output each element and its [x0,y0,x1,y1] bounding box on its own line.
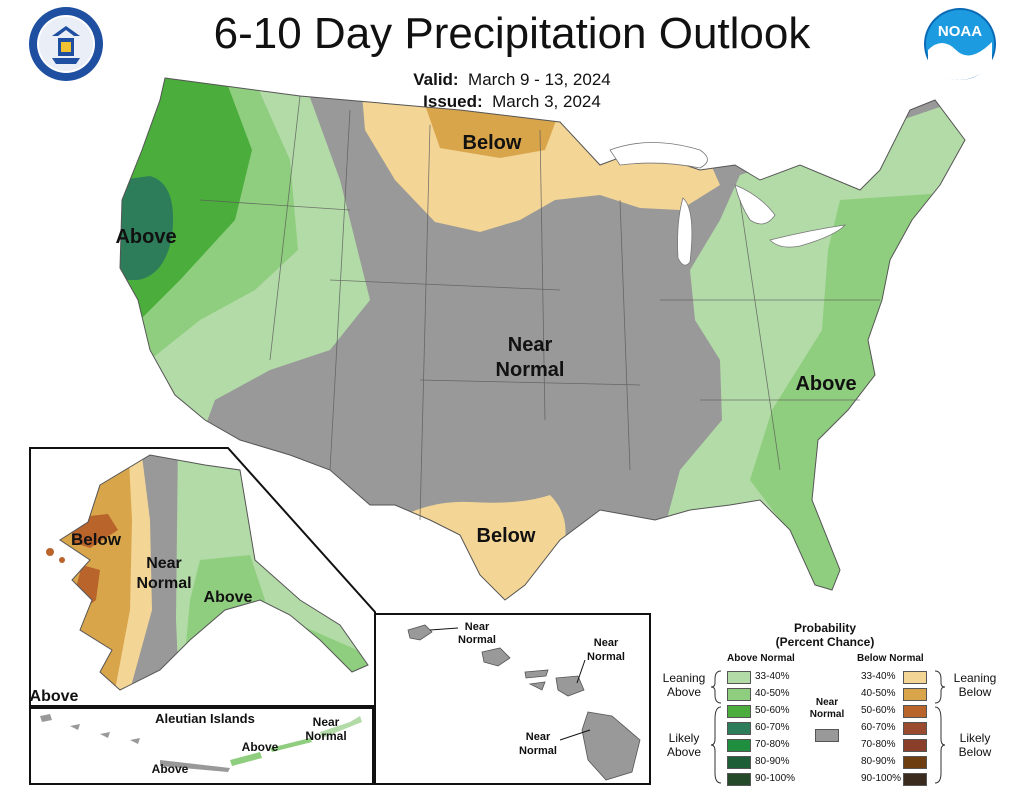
below-range: 40-50% [861,688,896,699]
above-swatch [727,722,751,735]
above-range: 50-60% [755,705,790,716]
commerce-seal-icon [29,7,103,81]
above-range: 80-90% [755,756,790,767]
noaa-logo-icon: NOAA [924,8,996,80]
state-boundaries [199,95,880,521]
label-above-west: Above [115,226,176,248]
legend-likely-above: Likely Above [666,731,702,759]
label-below-north: Below [463,132,522,154]
above-swatch [727,671,751,684]
above-range: 33-40% [755,671,790,682]
legend-leaning-above: Leaning Above [662,671,706,699]
label-near-normal-1: Near [508,334,553,356]
legend-below-header: Below Normal [857,653,924,664]
label-aleutian-near-2: Normal [305,729,346,743]
legend-near-normal: Near Normal [809,697,845,720]
issued-date: Issued: March 3, 2024 [0,92,1024,112]
legend-above-header: Above Normal [727,653,795,664]
legend-braces [710,670,946,784]
below-swatch [903,739,927,752]
below-swatch [903,705,927,718]
valid-dates: Valid: March 9 - 13, 2024 [0,70,1024,90]
aleutian-islands [40,714,362,772]
below-swatch [903,773,927,786]
label-hawaii-s-2: Normal [519,745,557,757]
lake-huron-icon [734,184,776,225]
below-swatch [903,756,927,769]
above-swatch [727,739,751,752]
hawaii-islands [407,624,641,781]
issued-value: March 3, 2024 [492,92,601,111]
label-ak-above: Above [204,589,253,606]
valid-label: Valid: [413,70,459,89]
issued-label: Issued: [423,92,483,111]
above-swatch [727,756,751,769]
label-near-normal-2: Normal [496,359,565,381]
below-swatch [903,671,927,684]
hawaii-leader-lines [429,627,591,741]
label-ak-near-1: Near [146,555,182,572]
alaska-shading [60,455,368,690]
aleutian-inset-frame [29,707,374,785]
label-ak-above-corner: Above [30,688,79,705]
label-hawaii-ne-2: Normal [587,651,625,663]
label-aleutian-above-2: Above [152,762,189,776]
above-swatch [727,688,751,701]
above-swatch [727,705,751,718]
legend-leaning-below: Leaning Below [953,671,997,699]
noaa-logo-text: NOAA [938,23,982,40]
below-range: 33-40% [861,671,896,682]
legend-title-2: (Percent Chance) [775,635,875,649]
below-range: 90-100% [861,773,902,784]
legend-likely-below: Likely Below [958,731,992,759]
label-above-east: Above [795,373,856,395]
valid-value: March 9 - 13, 2024 [468,70,611,89]
below-range: 60-70% [861,722,896,733]
map-title: 6-10 Day Precipitation Outlook [213,9,811,58]
above-range: 40-50% [755,688,790,699]
legend-title-1: Probability [793,621,856,635]
above-swatch [727,773,751,786]
above-range: 70-80% [755,739,790,750]
label-hawaii-ne-1: Near [594,637,619,649]
label-ak-below: Below [71,530,122,549]
label-aleutian-above-1: Above [242,740,279,754]
lake-superior-icon [609,142,708,169]
label-hawaii-s-1: Near [526,731,551,743]
below-range: 80-90% [861,756,896,767]
label-hawaii-nw-1: Near [465,621,490,633]
below-range: 70-80% [861,739,896,750]
label-hawaii-nw-2: Normal [458,634,496,646]
above-range: 90-100% [755,773,796,784]
aleutian-title: Aleutian Islands [155,711,255,726]
label-ak-near-2: Normal [136,575,191,592]
above-range: 60-70% [755,722,790,733]
hawaii-inset-frame [374,613,651,785]
lake-michigan-icon [677,197,693,266]
label-below-texas: Below [477,525,536,547]
below-swatch [903,722,927,735]
legend-near-swatch [815,729,839,742]
label-aleutian-near-1: Near [313,715,340,729]
below-swatch [903,688,927,701]
legend: Probability (Percent Chance) Above Norma… [655,615,1015,786]
lake-erie-icon [769,224,847,248]
below-range: 50-60% [861,705,896,716]
